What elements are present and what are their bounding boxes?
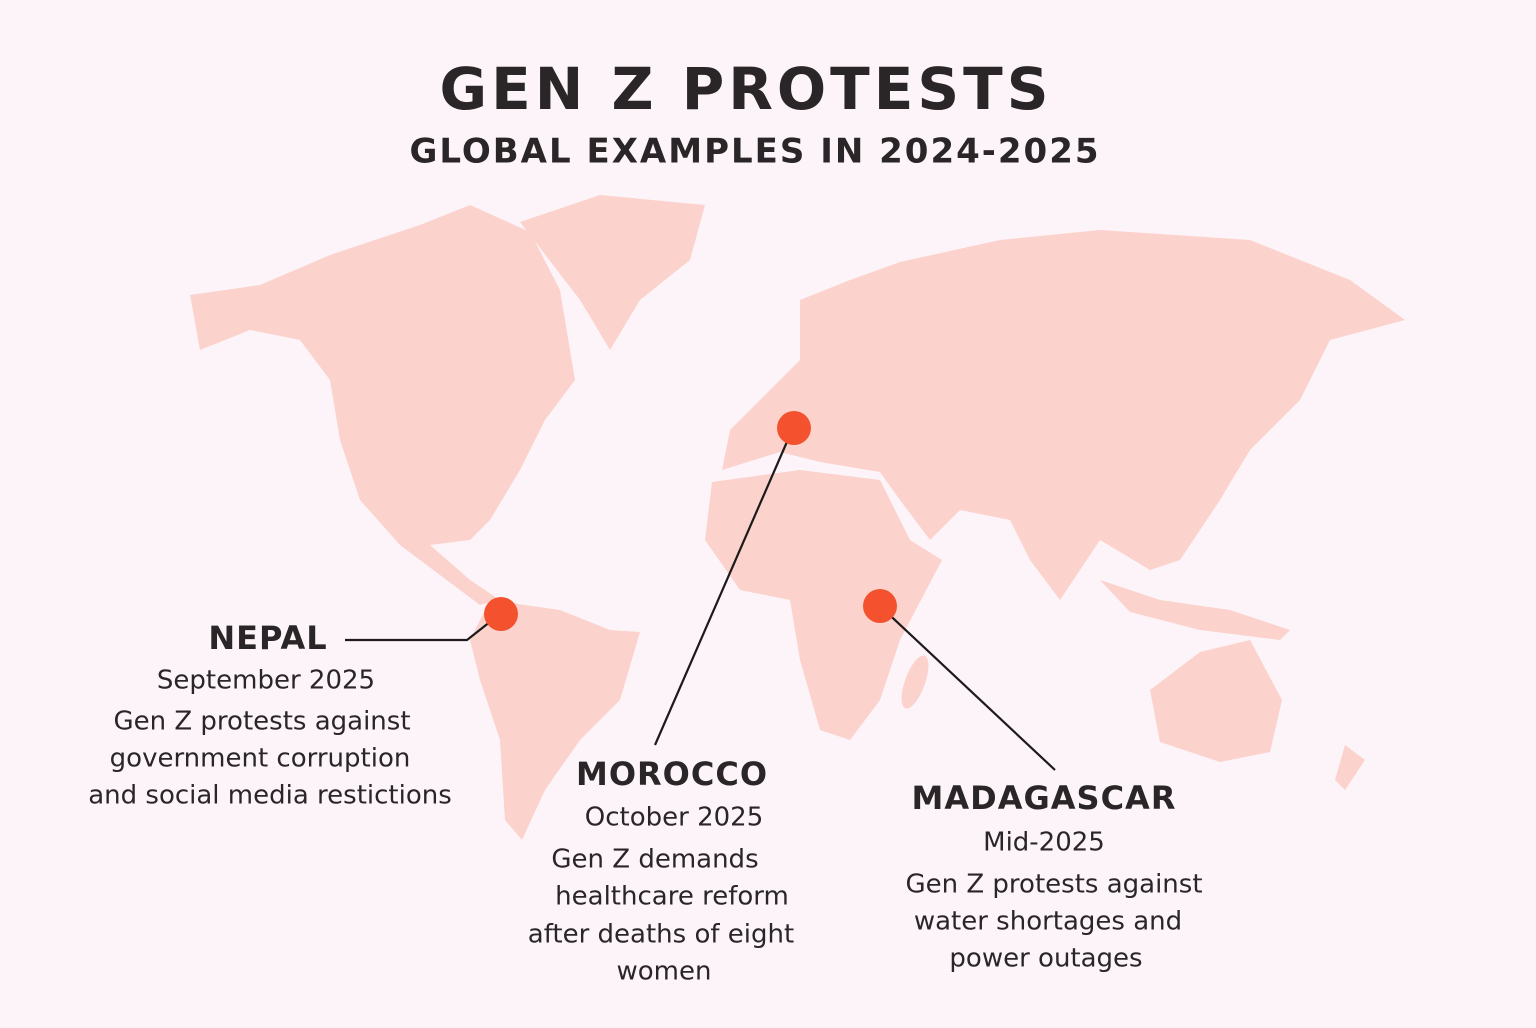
indonesia [1100, 580, 1290, 640]
eurasia [722, 230, 1405, 600]
north-america [190, 205, 575, 605]
callout-name: MOROCCO [576, 755, 768, 793]
callout-description: government corruption [110, 744, 411, 774]
madagascar [901, 655, 929, 709]
callout-description: water shortages and [914, 907, 1182, 937]
nepal-callout: NEPAL September 2025 Gen Z protests agai… [88, 619, 452, 811]
callout-date: Mid-2025 [983, 828, 1105, 858]
callout-description: Gen Z protests against [113, 707, 410, 737]
callout-description: power outages [949, 944, 1142, 974]
callout-description: after deaths of eight [528, 920, 794, 950]
callout-description: and social media restictions [88, 781, 452, 811]
title: GEN Z PROTESTS [440, 55, 1053, 123]
new-zealand [1335, 745, 1365, 790]
madagascar-leader [879, 605, 1056, 771]
greenland [520, 195, 705, 350]
callout-description: healthcare reform [555, 882, 789, 912]
callout-description: women [617, 957, 712, 987]
callout-name: NEPAL [208, 619, 327, 657]
callout-date: October 2025 [585, 803, 763, 833]
morocco-marker [777, 411, 811, 445]
south-america [470, 600, 640, 840]
callout-description: Gen Z demands [551, 845, 758, 875]
africa [705, 470, 942, 740]
australia [1150, 640, 1282, 762]
callout-name: MADAGASCAR [912, 779, 1177, 817]
subtitle: GLOBAL EXAMPLES IN 2024-2025 [409, 132, 1100, 172]
morocco-callout: MOROCCO October 2025 Gen Z demands healt… [528, 755, 794, 987]
world-map [190, 195, 1405, 840]
callout-description: Gen Z protests against [905, 870, 1202, 900]
nepal-marker [484, 597, 518, 631]
morocco-leader [653, 427, 795, 746]
madagascar-marker [863, 589, 897, 623]
callout-date: September 2025 [157, 666, 375, 696]
madagascar-callout: MADAGASCAR Mid-2025 Gen Z protests again… [905, 779, 1202, 974]
